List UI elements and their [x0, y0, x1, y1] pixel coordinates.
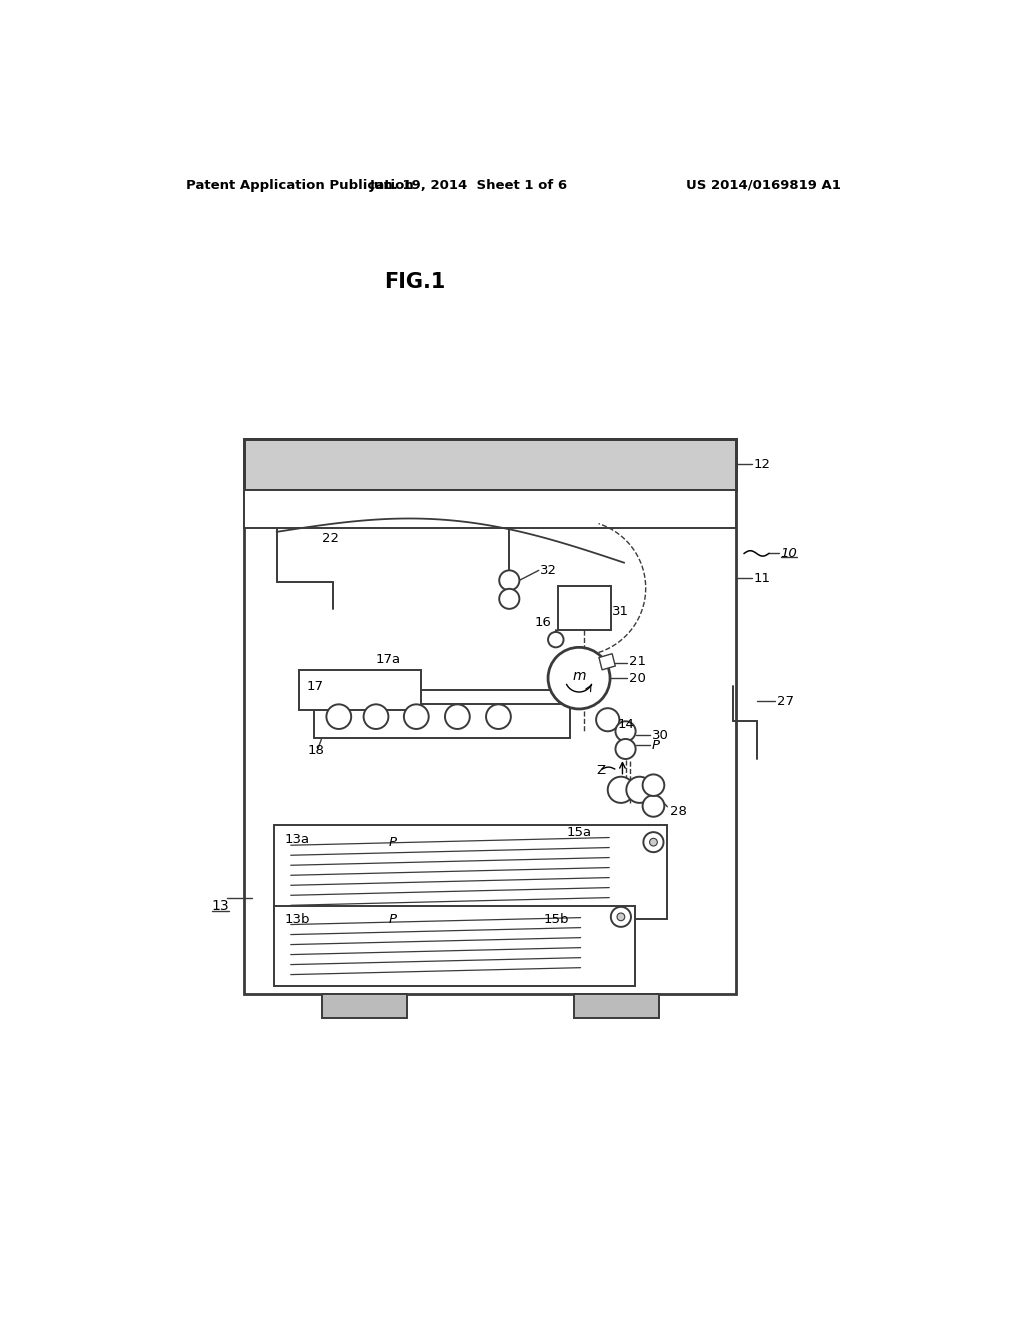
Text: 13a: 13a — [285, 833, 309, 846]
Text: 15b: 15b — [544, 912, 569, 925]
Text: 27: 27 — [776, 694, 794, 708]
Circle shape — [548, 632, 563, 647]
Bar — [322, 994, 407, 1019]
Circle shape — [627, 776, 652, 803]
Text: 13b: 13b — [285, 912, 310, 925]
Text: 11: 11 — [754, 572, 770, 585]
Bar — [273, 906, 635, 986]
Circle shape — [617, 913, 625, 921]
Text: 22: 22 — [322, 532, 339, 545]
Circle shape — [445, 705, 470, 729]
Circle shape — [615, 721, 636, 742]
Text: 20: 20 — [629, 672, 645, 685]
Circle shape — [615, 739, 636, 759]
Text: US 2014/0169819 A1: US 2014/0169819 A1 — [686, 178, 841, 191]
Bar — [245, 440, 736, 490]
Text: Patent Application Publication: Patent Application Publication — [186, 178, 414, 191]
Text: 13: 13 — [212, 899, 229, 913]
Circle shape — [500, 570, 519, 590]
Bar — [245, 440, 736, 994]
Polygon shape — [599, 653, 615, 669]
Circle shape — [364, 705, 388, 729]
Circle shape — [649, 838, 657, 846]
Circle shape — [643, 795, 665, 817]
Circle shape — [611, 907, 631, 927]
Bar — [573, 994, 658, 1019]
Circle shape — [500, 589, 519, 609]
Text: P: P — [388, 912, 396, 925]
Circle shape — [643, 832, 664, 853]
Text: Jun. 19, 2014  Sheet 1 of 6: Jun. 19, 2014 Sheet 1 of 6 — [370, 178, 568, 191]
Bar — [273, 825, 668, 919]
Text: 30: 30 — [652, 729, 669, 742]
Bar — [299, 671, 421, 710]
Text: FIG.1: FIG.1 — [384, 272, 445, 292]
Text: 17: 17 — [306, 680, 324, 693]
Text: 21: 21 — [629, 655, 646, 668]
Text: 16: 16 — [535, 616, 551, 630]
Circle shape — [403, 705, 429, 729]
Bar — [558, 586, 611, 631]
Bar — [245, 440, 736, 490]
Text: 32: 32 — [541, 564, 557, 577]
Text: 15a: 15a — [566, 826, 592, 840]
Text: 14: 14 — [617, 718, 635, 731]
Text: 31: 31 — [612, 605, 630, 618]
Bar — [245, 490, 736, 528]
Circle shape — [327, 705, 351, 729]
Text: m: m — [572, 669, 586, 682]
Text: 17a: 17a — [375, 653, 400, 667]
Text: P: P — [388, 836, 396, 849]
Text: 18: 18 — [308, 744, 325, 758]
Text: Z: Z — [596, 764, 605, 777]
Text: 12: 12 — [754, 458, 770, 471]
Circle shape — [607, 776, 634, 803]
Text: 10: 10 — [780, 546, 798, 560]
Circle shape — [596, 708, 620, 731]
Circle shape — [643, 775, 665, 796]
Text: 28: 28 — [670, 805, 687, 818]
Text: P: P — [652, 739, 659, 751]
Circle shape — [548, 647, 610, 709]
Circle shape — [486, 705, 511, 729]
